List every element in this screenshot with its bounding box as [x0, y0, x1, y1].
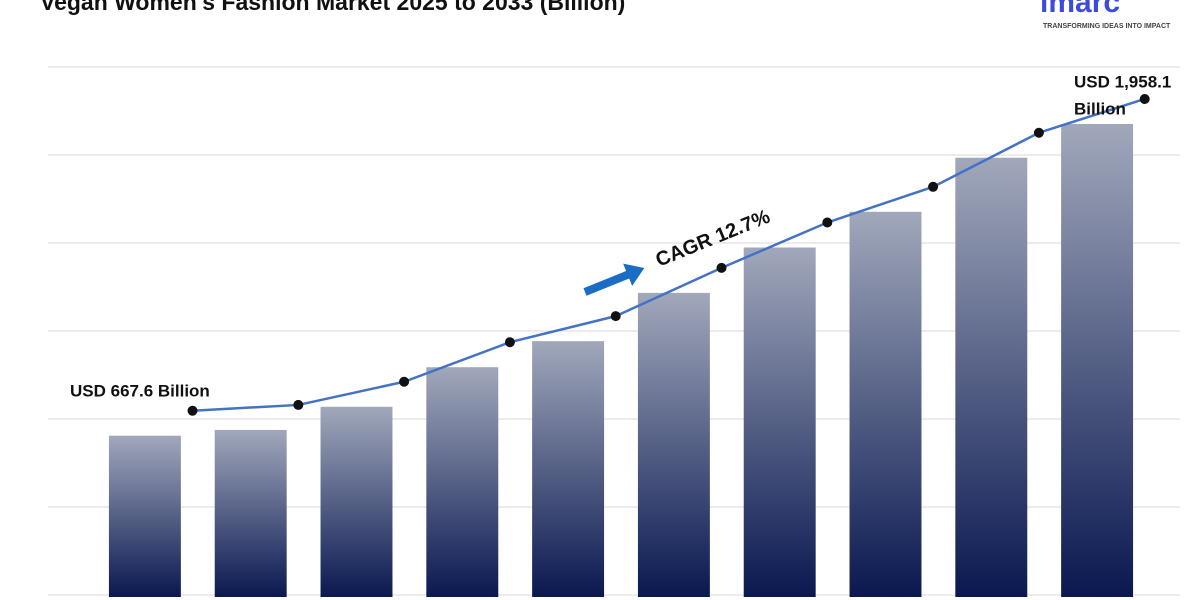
logo: imarc [1040, 0, 1120, 19]
line-point [187, 405, 198, 416]
bar [955, 157, 1028, 597]
annotation: Billion [1074, 99, 1126, 118]
bar [108, 435, 181, 597]
line-point [928, 181, 939, 192]
line-point [1033, 127, 1044, 138]
annotation: USD 1,958.1 [1074, 72, 1171, 91]
line-layer [187, 94, 1150, 416]
cagr-arrow [583, 263, 645, 296]
annotation: USD 667.6 Billion [70, 381, 210, 400]
bar [743, 247, 816, 597]
line-point [399, 376, 410, 387]
line-point [822, 217, 833, 228]
bar [320, 406, 393, 597]
line [192, 97, 1146, 412]
line-point [716, 262, 727, 273]
bars [108, 124, 1134, 597]
bar [637, 292, 710, 597]
line-point [504, 337, 515, 348]
bar [426, 367, 499, 597]
bar [1061, 124, 1134, 597]
logo-tagline: TRANSFORMING IDEAS INTO IMPACT [1043, 23, 1171, 30]
line-point [293, 399, 304, 410]
bar [849, 211, 922, 597]
line-point [610, 311, 621, 322]
bar [532, 341, 605, 597]
bar [214, 429, 287, 597]
line-point [1139, 94, 1150, 104]
chart-title: Vegan Women's Fashion Market 2025 to 203… [40, 0, 625, 15]
